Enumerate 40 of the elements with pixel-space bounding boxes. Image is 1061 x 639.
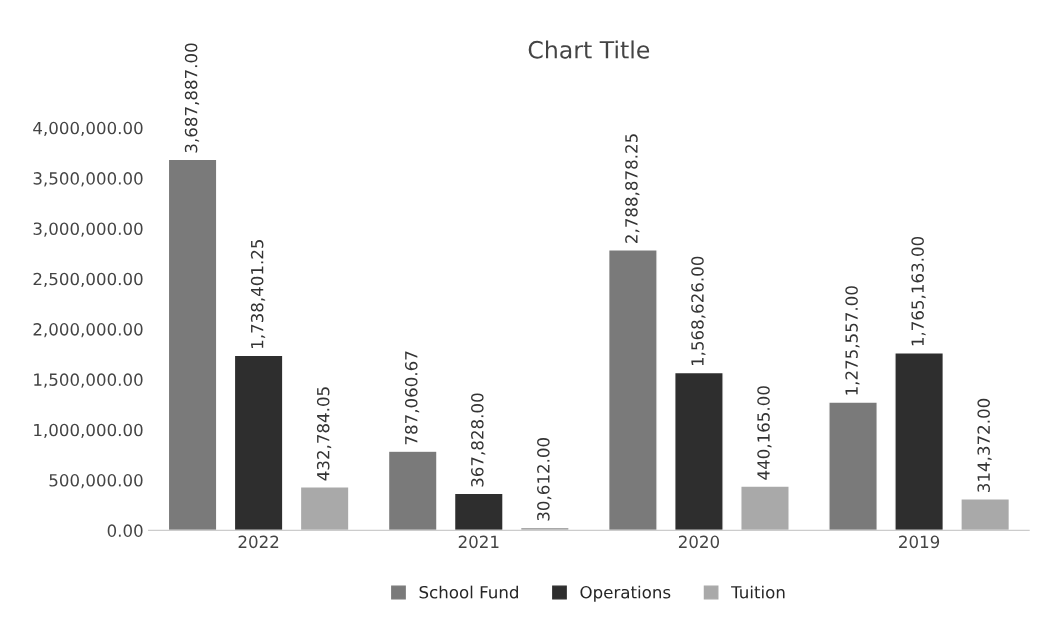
data-label: 1,765,163.00 [911, 236, 926, 346]
y-tick-label: 4,000,000.00 [33, 121, 143, 137]
y-tick-label: 2,000,000.00 [33, 323, 143, 338]
x-tick-label: 2019 [899, 535, 940, 549]
y-tick-label: 2,500,000.00 [33, 272, 143, 288]
y-tick-label: 500,000.00 [49, 474, 143, 489]
data-label: 30,612.00 [537, 438, 552, 521]
bar [894, 352, 945, 531]
bar [674, 371, 724, 531]
data-label: 1,738,401.25 [250, 239, 266, 349]
y-tick-label: 1,500,000.00 [34, 373, 143, 388]
legend-label: School Fund [419, 585, 518, 599]
data-label: 1,275,557.00 [845, 286, 860, 395]
y-tick-label: 1,000,000.00 [34, 423, 143, 438]
data-label: 440,165.00 [757, 386, 772, 480]
x-tick-label: 2021 [458, 535, 499, 549]
bar [299, 486, 350, 531]
data-label: 367,828.00 [471, 393, 486, 487]
chart-title: Chart Title [528, 40, 650, 59]
x-tick-label: 2020 [678, 535, 720, 549]
bar [960, 498, 1011, 531]
legend-label: Tuition [731, 585, 785, 599]
y-tick-label: 0.00 [107, 524, 143, 537]
bar [167, 158, 218, 531]
legend-label: Operations [580, 585, 671, 602]
y-tick-label: 3,500,000.00 [33, 172, 143, 187]
bar [233, 354, 284, 531]
data-label: 432,784.05 [316, 387, 332, 481]
bar [740, 485, 790, 531]
data-label: 3,687,887.00 [184, 43, 200, 153]
bar [607, 248, 658, 531]
x-tick-label: 2022 [238, 535, 279, 549]
data-label: 787,060.67 [404, 351, 420, 445]
data-label: 2,788,878.25 [625, 134, 640, 243]
data-label: 314,372.00 [977, 398, 992, 492]
bar [828, 401, 878, 531]
bar [387, 450, 438, 531]
bar [453, 492, 504, 531]
y-tick-label: 3,000,000.00 [33, 222, 143, 237]
data-label: 1,568,626.00 [691, 256, 706, 366]
